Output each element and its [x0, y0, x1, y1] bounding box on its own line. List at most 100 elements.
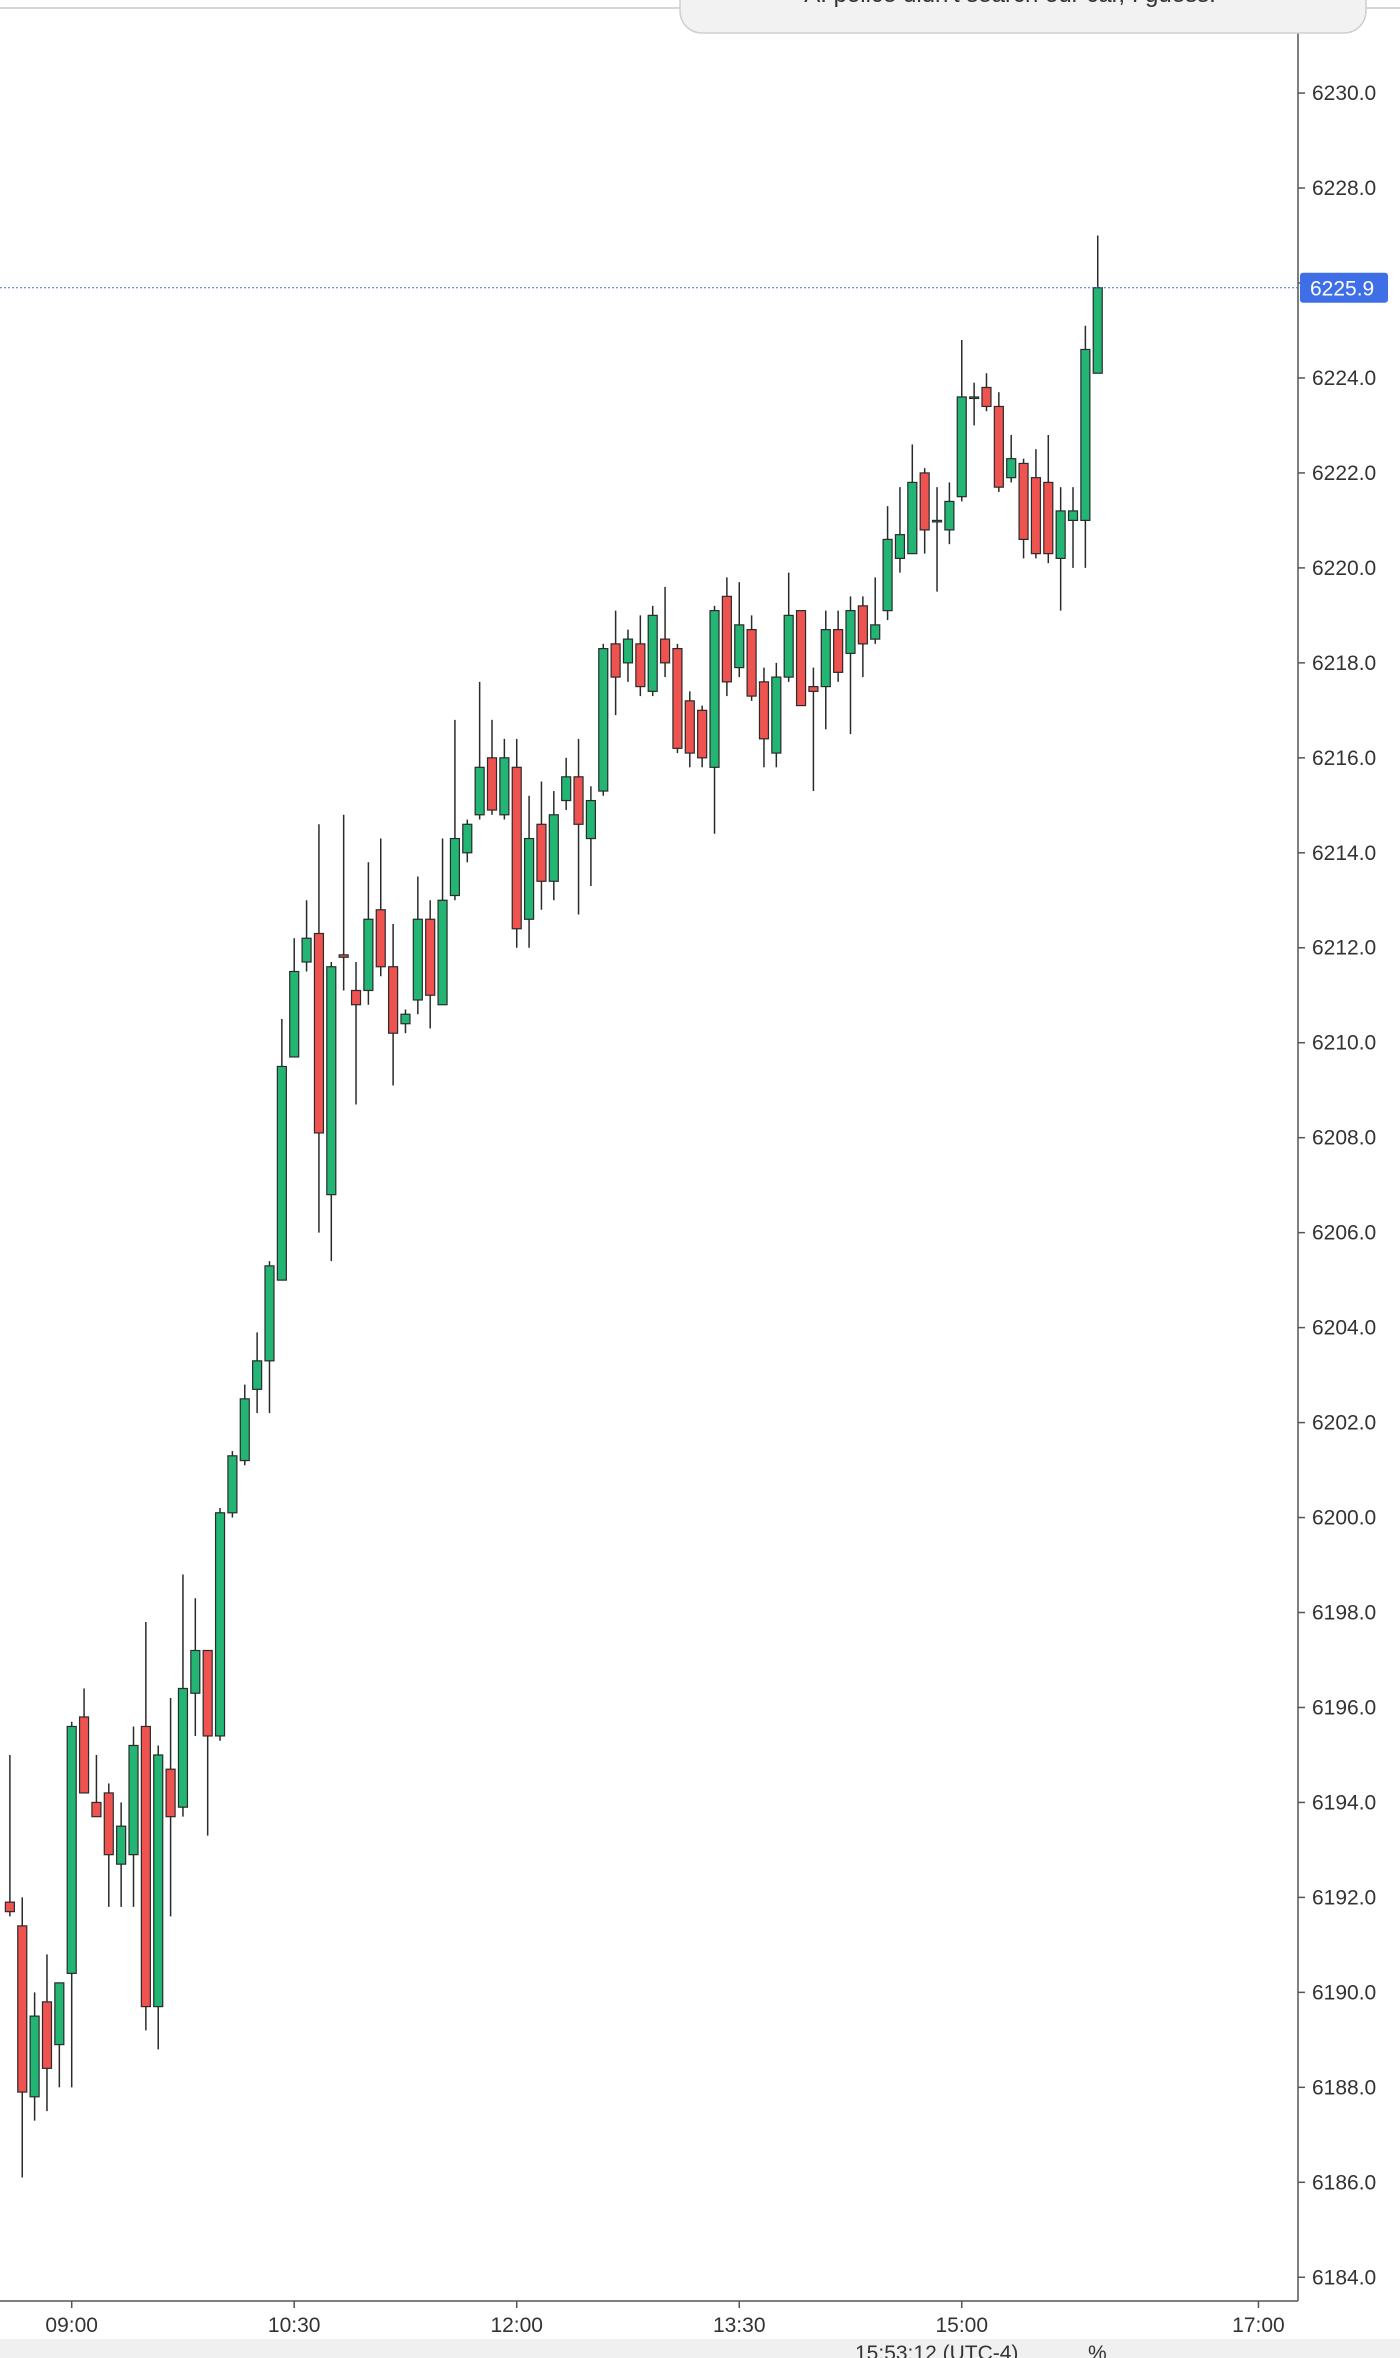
y-tick-label: 6190.0 — [1312, 1981, 1376, 2004]
last-price-badge — [1300, 272, 1388, 303]
candle-body — [276, 1065, 287, 1281]
candle — [1030, 449, 1042, 559]
candle-body — [17, 1925, 28, 2093]
candle — [1080, 325, 1091, 568]
candle — [1018, 458, 1029, 559]
candle — [1006, 434, 1017, 483]
candle — [808, 667, 819, 792]
candle — [116, 1802, 127, 1907]
candle — [252, 1332, 263, 1414]
candle-body — [153, 1754, 164, 2008]
candle-body — [214, 1512, 226, 1737]
notification-text: AI police didn't search our car, I guess… — [804, 0, 1215, 8]
y-tick-label: 6224.0 — [1312, 367, 1376, 390]
candle — [190, 1598, 201, 1736]
candle-body — [227, 1455, 238, 1514]
candle-body — [313, 932, 325, 1134]
candle-body — [1006, 458, 1017, 479]
y-tick-label: 6196.0 — [1312, 1696, 1376, 1719]
x-tick-label: 13:30 — [713, 2314, 766, 2337]
candle-body — [412, 918, 423, 1001]
candle-body — [894, 534, 906, 559]
y-tick-label: 6200.0 — [1312, 1507, 1376, 1530]
candle — [882, 506, 893, 621]
candle-body — [1092, 287, 1103, 374]
candle — [684, 691, 695, 768]
candle — [969, 382, 980, 426]
x-tick-label: 09:00 — [45, 2314, 98, 2337]
candle — [462, 819, 473, 863]
candle — [672, 643, 683, 754]
y-tick-label: 6202.0 — [1312, 1412, 1376, 1435]
candle — [474, 681, 485, 820]
candle-body — [709, 610, 720, 768]
candle-body — [635, 643, 646, 688]
candle-body — [78, 1716, 90, 1794]
candle-body — [1067, 510, 1079, 522]
candle — [709, 605, 720, 834]
candle-body — [536, 823, 547, 882]
candle — [437, 838, 448, 1006]
candle-body — [944, 500, 955, 531]
percent-button[interactable]: % — [1088, 2342, 1107, 2358]
candle — [573, 738, 584, 915]
candle — [981, 373, 992, 412]
candle-body — [697, 709, 708, 759]
candle — [1043, 434, 1054, 564]
candle-body — [400, 1013, 411, 1025]
candle — [91, 1754, 102, 1818]
candle-body — [833, 629, 844, 673]
candle — [375, 838, 386, 977]
candle-body — [41, 2001, 53, 2069]
candle-body — [462, 823, 473, 854]
candle — [956, 339, 967, 502]
y-tick-label: 6212.0 — [1312, 937, 1376, 960]
candle-body — [882, 538, 893, 612]
candle — [239, 1384, 250, 1466]
candle-body — [845, 610, 856, 654]
candle — [486, 719, 498, 815]
candle — [919, 468, 930, 554]
candle — [103, 1783, 114, 1907]
candle-body — [301, 937, 312, 963]
candle — [202, 1649, 213, 1836]
candle-body — [1018, 462, 1029, 541]
candle — [388, 924, 399, 1086]
candle-body — [66, 1725, 77, 1974]
clock: 15:53:12 (UTC-4) — [855, 2342, 1018, 2358]
candle-body — [264, 1265, 275, 1362]
candle-body — [289, 970, 300, 1058]
candle — [289, 938, 300, 1058]
candle-body — [54, 1982, 65, 2046]
candle — [833, 610, 844, 682]
x-tick-label: 12:00 — [490, 2314, 543, 2337]
y-tick-label: 6218.0 — [1312, 652, 1376, 675]
y-tick-label: 6220.0 — [1312, 557, 1376, 580]
candle-body — [684, 700, 695, 754]
candle — [523, 795, 535, 948]
candle-body — [919, 472, 930, 531]
candle-body — [981, 386, 992, 408]
candle — [227, 1451, 238, 1518]
candle-body — [1043, 481, 1054, 555]
y-tick-label: 6192.0 — [1312, 1886, 1376, 1909]
candle-body — [795, 610, 807, 707]
plot-area: 6184.0 6186.0 6188.0 6190.0 6192.0 6194.0 6196… — [0, 82, 1388, 2337]
y-tick-label: 6210.0 — [1312, 1032, 1376, 1055]
candle-body — [165, 1768, 176, 1818]
candle — [734, 582, 745, 678]
y-tick-label: 6228.0 — [1312, 177, 1376, 200]
candle — [4, 1754, 15, 1917]
candle-body — [140, 1725, 151, 2008]
candle — [585, 786, 596, 887]
y-tick-label: 6184.0 — [1312, 2266, 1376, 2289]
candle — [41, 1954, 53, 2112]
candle-body — [1080, 348, 1091, 522]
candle-body — [548, 814, 559, 882]
candle — [78, 1688, 90, 1794]
notification-popup[interactable] — [679, 0, 1367, 34]
candle — [264, 1261, 275, 1414]
candle-body — [437, 899, 448, 1006]
candle-body — [177, 1687, 189, 1808]
